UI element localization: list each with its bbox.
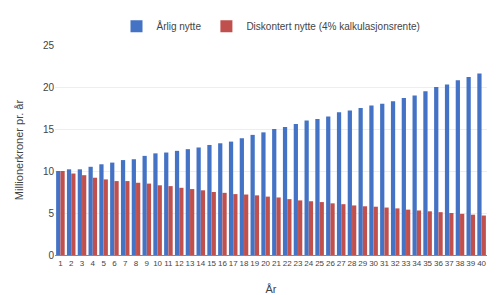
svg-text:29: 29 [358, 259, 367, 268]
svg-text:25: 25 [43, 40, 55, 51]
svg-text:14: 14 [196, 259, 205, 268]
svg-text:28: 28 [348, 259, 357, 268]
svg-text:24: 24 [304, 259, 313, 268]
svg-text:31: 31 [380, 259, 389, 268]
svg-text:Millionerkroner pr. år: Millionerkroner pr. år [13, 100, 25, 201]
svg-text:32: 32 [391, 259, 400, 268]
svg-text:36: 36 [434, 259, 443, 268]
svg-text:4: 4 [91, 259, 96, 268]
svg-text:30: 30 [369, 259, 378, 268]
svg-text:Årlig nytte: Årlig nytte [157, 20, 202, 32]
svg-text:Diskontert nytte (4% kalkulasj: Diskontert nytte (4% kalkulasjonsrente) [246, 21, 419, 32]
svg-text:38: 38 [456, 259, 465, 268]
svg-text:16: 16 [218, 259, 227, 268]
svg-text:15: 15 [43, 124, 55, 135]
svg-text:27: 27 [337, 259, 346, 268]
svg-text:39: 39 [466, 259, 475, 268]
svg-text:1: 1 [58, 259, 63, 268]
svg-text:19: 19 [250, 259, 259, 268]
svg-text:10: 10 [43, 166, 55, 177]
svg-text:6: 6 [112, 259, 117, 268]
svg-text:12: 12 [175, 259, 184, 268]
svg-text:21: 21 [272, 259, 281, 268]
svg-text:9: 9 [145, 259, 150, 268]
svg-text:35: 35 [423, 259, 432, 268]
svg-text:20: 20 [261, 259, 270, 268]
svg-text:8: 8 [134, 259, 139, 268]
svg-text:18: 18 [240, 259, 249, 268]
svg-text:37: 37 [445, 259, 454, 268]
svg-text:7: 7 [123, 259, 128, 268]
svg-text:5: 5 [101, 259, 106, 268]
svg-text:17: 17 [229, 259, 238, 268]
svg-text:5: 5 [48, 208, 54, 219]
svg-text:11: 11 [164, 259, 173, 268]
svg-text:22: 22 [283, 259, 292, 268]
svg-text:33: 33 [402, 259, 411, 268]
svg-text:40: 40 [477, 259, 486, 268]
svg-text:13: 13 [186, 259, 195, 268]
svg-text:15: 15 [207, 259, 216, 268]
svg-text:10: 10 [153, 259, 162, 268]
svg-text:34: 34 [412, 259, 421, 268]
svg-text:0: 0 [48, 250, 54, 261]
svg-text:25: 25 [315, 259, 324, 268]
svg-text:26: 26 [326, 259, 335, 268]
svg-text:2: 2 [69, 259, 74, 268]
svg-text:23: 23 [294, 259, 303, 268]
svg-text:3: 3 [80, 259, 85, 268]
svg-text:20: 20 [43, 82, 55, 93]
svg-text:År: År [266, 283, 277, 295]
